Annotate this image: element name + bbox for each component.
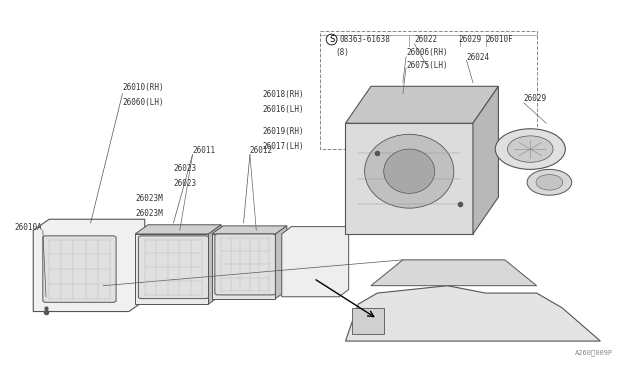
Polygon shape <box>33 219 145 311</box>
Text: 26023M: 26023M <box>135 209 163 218</box>
Circle shape <box>508 136 553 162</box>
Circle shape <box>527 169 572 195</box>
Polygon shape <box>371 260 537 286</box>
Text: (8): (8) <box>335 48 349 57</box>
Polygon shape <box>135 234 209 304</box>
Text: A260　009P: A260 009P <box>575 349 613 356</box>
Text: 26010(RH): 26010(RH) <box>122 83 164 92</box>
Polygon shape <box>282 227 349 297</box>
Bar <box>352 308 384 334</box>
FancyBboxPatch shape <box>43 236 116 302</box>
Ellipse shape <box>365 134 454 208</box>
Text: 26023: 26023 <box>173 179 196 188</box>
Ellipse shape <box>384 149 435 193</box>
Polygon shape <box>346 86 499 123</box>
Text: 26012: 26012 <box>250 146 273 155</box>
Text: 26018(RH): 26018(RH) <box>262 90 304 99</box>
Text: 26017(LH): 26017(LH) <box>262 142 304 151</box>
Text: 26019(RH): 26019(RH) <box>262 127 304 136</box>
Text: 26060(LH): 26060(LH) <box>122 98 164 107</box>
Text: S: S <box>329 35 334 44</box>
Text: 26024: 26024 <box>467 54 490 62</box>
Text: 26029: 26029 <box>524 94 547 103</box>
Polygon shape <box>346 123 473 234</box>
Text: 26006(RH): 26006(RH) <box>406 48 447 57</box>
Text: 26022: 26022 <box>414 35 437 44</box>
Circle shape <box>495 129 565 169</box>
Polygon shape <box>135 225 221 234</box>
Polygon shape <box>212 234 275 299</box>
Polygon shape <box>346 286 600 341</box>
Text: 26016(LH): 26016(LH) <box>262 105 304 114</box>
Polygon shape <box>275 226 287 299</box>
Polygon shape <box>212 226 287 234</box>
Text: 26010F: 26010F <box>486 35 513 44</box>
Text: 08363-61638: 08363-61638 <box>339 35 390 44</box>
Text: 26029: 26029 <box>459 35 482 44</box>
Text: 26023: 26023 <box>173 164 196 173</box>
Text: 26010A: 26010A <box>14 223 42 232</box>
Text: 26011: 26011 <box>193 146 216 155</box>
Polygon shape <box>473 86 499 234</box>
FancyBboxPatch shape <box>215 234 275 295</box>
Polygon shape <box>209 225 221 304</box>
Circle shape <box>536 174 563 190</box>
FancyBboxPatch shape <box>138 236 209 299</box>
Text: 26075(LH): 26075(LH) <box>406 61 447 70</box>
Text: 26023M: 26023M <box>135 194 163 203</box>
